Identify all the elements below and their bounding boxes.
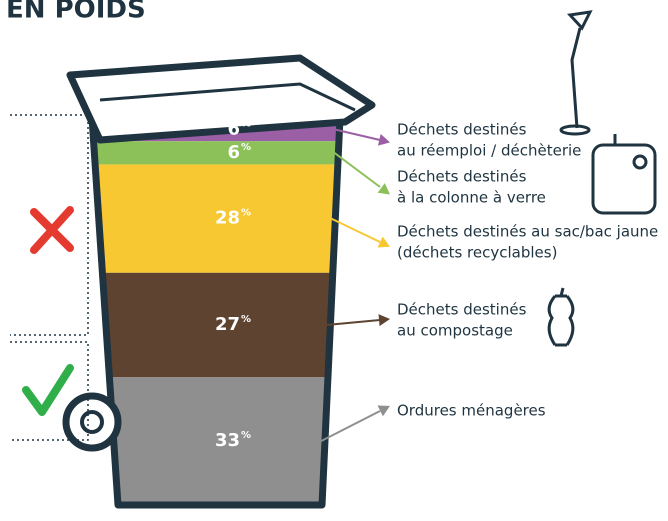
- category-label: à la colonne à verre: [397, 189, 546, 207]
- lamp-icon: [561, 12, 590, 134]
- title: EN POIDS: [6, 0, 146, 25]
- unit-label: %: [241, 208, 251, 219]
- category-label: Déchets destinés: [397, 121, 527, 139]
- unit-label: %: [241, 119, 251, 130]
- unit-label: %: [241, 314, 251, 325]
- arrow-line: [334, 153, 380, 187]
- heater-icon: [593, 134, 655, 213]
- category-label: au réemploi / déchèterie: [397, 142, 581, 160]
- value-label: 6: [227, 142, 240, 163]
- category-label: Déchets destinés: [397, 301, 527, 319]
- value-label: 28: [215, 208, 240, 229]
- category-label: (déchets recyclables): [397, 244, 557, 262]
- arrow-head: [378, 134, 391, 148]
- cross-icon: [34, 210, 70, 250]
- unit-label: %: [241, 142, 251, 153]
- arrow-head: [377, 237, 392, 253]
- category-label: Ordures ménagères: [397, 402, 546, 420]
- infographic: EN POIDS 6% Déchets destinés au réemploi /…: [0, 0, 668, 521]
- arrow-line: [331, 219, 380, 242]
- layer: [80, 141, 360, 164]
- category-label: au compostage: [397, 322, 513, 340]
- category-label: Déchets destinés au sac/bac jaune: [397, 223, 658, 241]
- value-label: 33: [215, 430, 240, 451]
- arrow-head: [377, 401, 392, 417]
- value-label: 27: [215, 314, 240, 335]
- arrow-line: [326, 320, 380, 325]
- apple-core-icon: [549, 288, 573, 345]
- unit-label: %: [241, 430, 251, 441]
- check-icon: [26, 368, 70, 412]
- arrow-line: [321, 411, 380, 441]
- category-label: Déchets destinés: [397, 168, 527, 186]
- arrow-head: [378, 313, 390, 326]
- value-label: 6: [227, 119, 240, 140]
- arrow-head: [378, 183, 394, 199]
